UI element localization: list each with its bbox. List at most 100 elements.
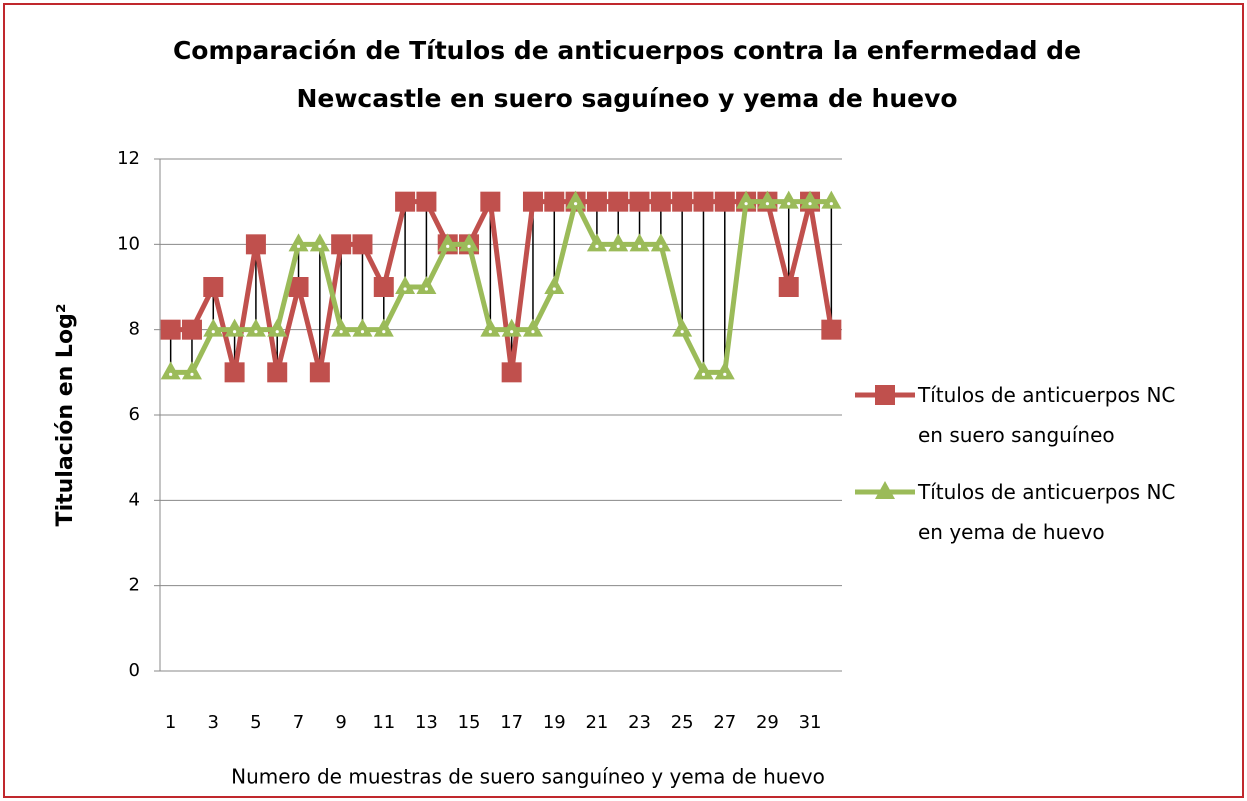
marker <box>672 318 693 337</box>
marker <box>800 190 821 209</box>
marker <box>245 318 266 337</box>
marker-dot <box>467 244 471 248</box>
marker <box>309 362 330 383</box>
marker-dot <box>637 244 642 248</box>
marker <box>693 361 714 380</box>
marker <box>875 385 895 405</box>
x-tick-label: 17 <box>500 712 523 733</box>
marker-dot <box>382 330 386 334</box>
marker-dot <box>318 244 322 248</box>
x-tick-label: 3 <box>208 712 219 733</box>
marker <box>501 318 522 337</box>
marker <box>544 276 565 294</box>
legend-label: Títulos de anticuerpos NC en suero sangu… <box>918 383 1176 447</box>
marker-dot <box>254 330 258 334</box>
marker <box>331 234 352 255</box>
marker-dot <box>510 330 514 334</box>
marker <box>629 233 650 252</box>
x-tick-label: 11 <box>372 712 395 733</box>
marker <box>608 191 629 212</box>
marker-dot <box>723 372 727 376</box>
y-tick-label: 6 <box>129 404 140 425</box>
marker <box>181 319 202 340</box>
marker-dot <box>169 372 173 376</box>
marker-dot <box>765 202 770 206</box>
y-tick-label: 8 <box>129 319 140 340</box>
marker <box>395 191 416 212</box>
marker-dot <box>211 330 215 334</box>
marker-dot <box>360 330 365 334</box>
chart-title: Newcastle en suero saguíneo y yema de hu… <box>296 84 957 113</box>
x-tick-label: 13 <box>415 712 438 733</box>
marker <box>714 191 735 212</box>
marker-dot <box>296 244 301 248</box>
y-tick-label: 0 <box>129 660 140 681</box>
marker-dot <box>232 330 237 334</box>
marker <box>288 233 309 252</box>
marker <box>480 191 501 212</box>
marker <box>778 277 799 297</box>
marker <box>565 190 586 209</box>
marker <box>757 190 778 209</box>
marker-dot <box>403 287 407 291</box>
marker <box>672 191 693 212</box>
marker-dot <box>488 330 492 334</box>
x-axis-label: Numero de muestras de suero sanguíneo y … <box>231 765 825 789</box>
marker <box>736 190 757 209</box>
y-tick-label: 4 <box>129 489 140 510</box>
marker <box>245 234 266 255</box>
marker <box>608 233 629 252</box>
marker <box>522 191 543 212</box>
marker <box>203 277 224 297</box>
marker <box>629 191 650 212</box>
marker <box>288 277 309 297</box>
legend-label: Títulos de anticuerpos NC en yema de hue… <box>918 480 1176 544</box>
y-tick-label: 10 <box>117 233 140 254</box>
marker-dot <box>275 330 279 334</box>
marker <box>416 191 437 212</box>
x-tick-label: 31 <box>799 712 822 733</box>
marker <box>309 233 330 252</box>
x-tick-label: 27 <box>713 712 736 733</box>
marker <box>160 361 181 380</box>
marker <box>267 362 288 383</box>
marker <box>267 318 288 337</box>
x-tick-label: 1 <box>165 712 176 733</box>
marker <box>501 362 522 383</box>
marker <box>224 318 245 337</box>
marker <box>224 362 245 383</box>
marker <box>875 481 895 499</box>
marker <box>693 191 714 212</box>
marker <box>650 233 671 252</box>
chart-title: Comparación de Títulos de anticuerpos co… <box>173 36 1081 65</box>
marker <box>352 318 373 337</box>
marker-dot <box>829 202 833 206</box>
y-axis-label: Titulación en Log² <box>53 304 78 527</box>
marker <box>373 277 394 297</box>
marker <box>650 191 671 212</box>
x-tick-label: 29 <box>756 712 779 733</box>
y-tick-label: 2 <box>129 575 140 596</box>
marker-dot <box>744 202 748 206</box>
marker <box>459 233 480 252</box>
x-tick-label: 19 <box>543 712 566 733</box>
x-tick-label: 25 <box>671 712 694 733</box>
marker <box>181 361 202 380</box>
marker-dot <box>808 202 812 206</box>
chart-border <box>3 3 1244 798</box>
marker-dot <box>446 244 450 248</box>
marker-dot <box>701 372 706 376</box>
marker <box>522 318 543 337</box>
marker <box>586 191 607 212</box>
x-tick-label: 5 <box>250 712 261 733</box>
y-tick-label: 12 <box>117 148 140 169</box>
marker-dot <box>616 244 620 248</box>
marker-dot <box>659 244 663 248</box>
marker <box>544 191 565 212</box>
marker <box>416 276 437 294</box>
marker <box>160 319 181 340</box>
marker-dot <box>531 330 535 334</box>
marker <box>203 318 224 337</box>
